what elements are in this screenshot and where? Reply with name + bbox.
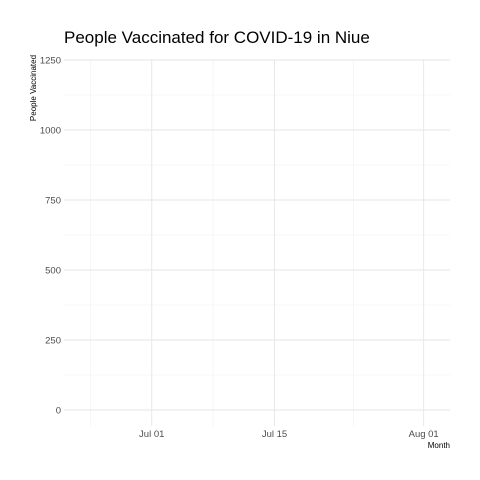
- chart-title: People Vaccinated for COVID-19 in Niue: [64, 28, 370, 47]
- x-tick-labels: Jul 01 Jul 15 Aug 01: [139, 429, 439, 440]
- major-gridlines: [64, 59, 450, 426]
- minor-gridlines: [64, 60, 450, 426]
- y-tick-label-500: 500: [45, 266, 61, 277]
- x-tick-label-jul-15: Jul 15: [262, 429, 287, 440]
- y-tick-label-1250: 1250: [40, 56, 61, 67]
- y-tick-label-0: 0: [56, 406, 61, 417]
- x-tick-label-aug-01: Aug 01: [409, 429, 439, 440]
- x-axis-title: Month: [428, 441, 450, 450]
- y-tick-label-750: 750: [45, 196, 61, 207]
- y-axis-title: People Vaccinated: [29, 55, 38, 121]
- y-tick-label-1000: 1000: [40, 126, 61, 137]
- y-tick-label-250: 250: [45, 336, 61, 347]
- x-tick-label-jul-01: Jul 01: [139, 429, 164, 440]
- y-tick-labels: 0 250 500 750 1000 1250: [40, 56, 61, 417]
